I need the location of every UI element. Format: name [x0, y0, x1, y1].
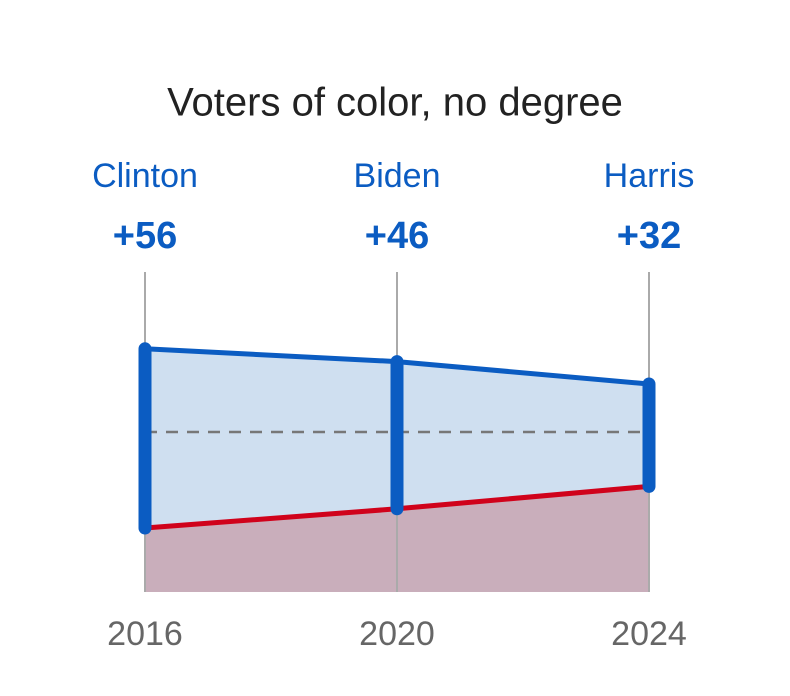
candidate-label: Biden: [354, 157, 441, 195]
margin-label: +32: [617, 215, 681, 257]
margin-label: +56: [113, 215, 177, 257]
candidate-label: Harris: [604, 157, 695, 195]
chart-title: Voters of color, no degree: [167, 81, 623, 125]
candidate-label: Clinton: [92, 157, 198, 195]
x-tick-label: 2024: [611, 615, 687, 653]
margin-label: +46: [365, 215, 429, 257]
x-tick-label: 2020: [359, 615, 435, 653]
x-tick-label: 2016: [107, 615, 183, 653]
